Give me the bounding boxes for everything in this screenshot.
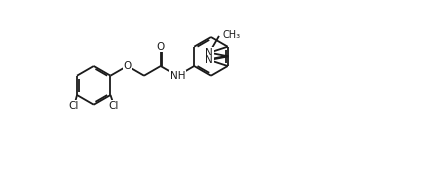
Text: N: N xyxy=(205,55,213,65)
Text: NH: NH xyxy=(170,71,185,81)
Text: Cl: Cl xyxy=(68,101,78,111)
Text: Cl: Cl xyxy=(109,101,119,111)
Text: CH₃: CH₃ xyxy=(222,30,240,40)
Text: O: O xyxy=(157,42,165,52)
Text: O: O xyxy=(123,61,131,71)
Text: N: N xyxy=(205,48,213,58)
